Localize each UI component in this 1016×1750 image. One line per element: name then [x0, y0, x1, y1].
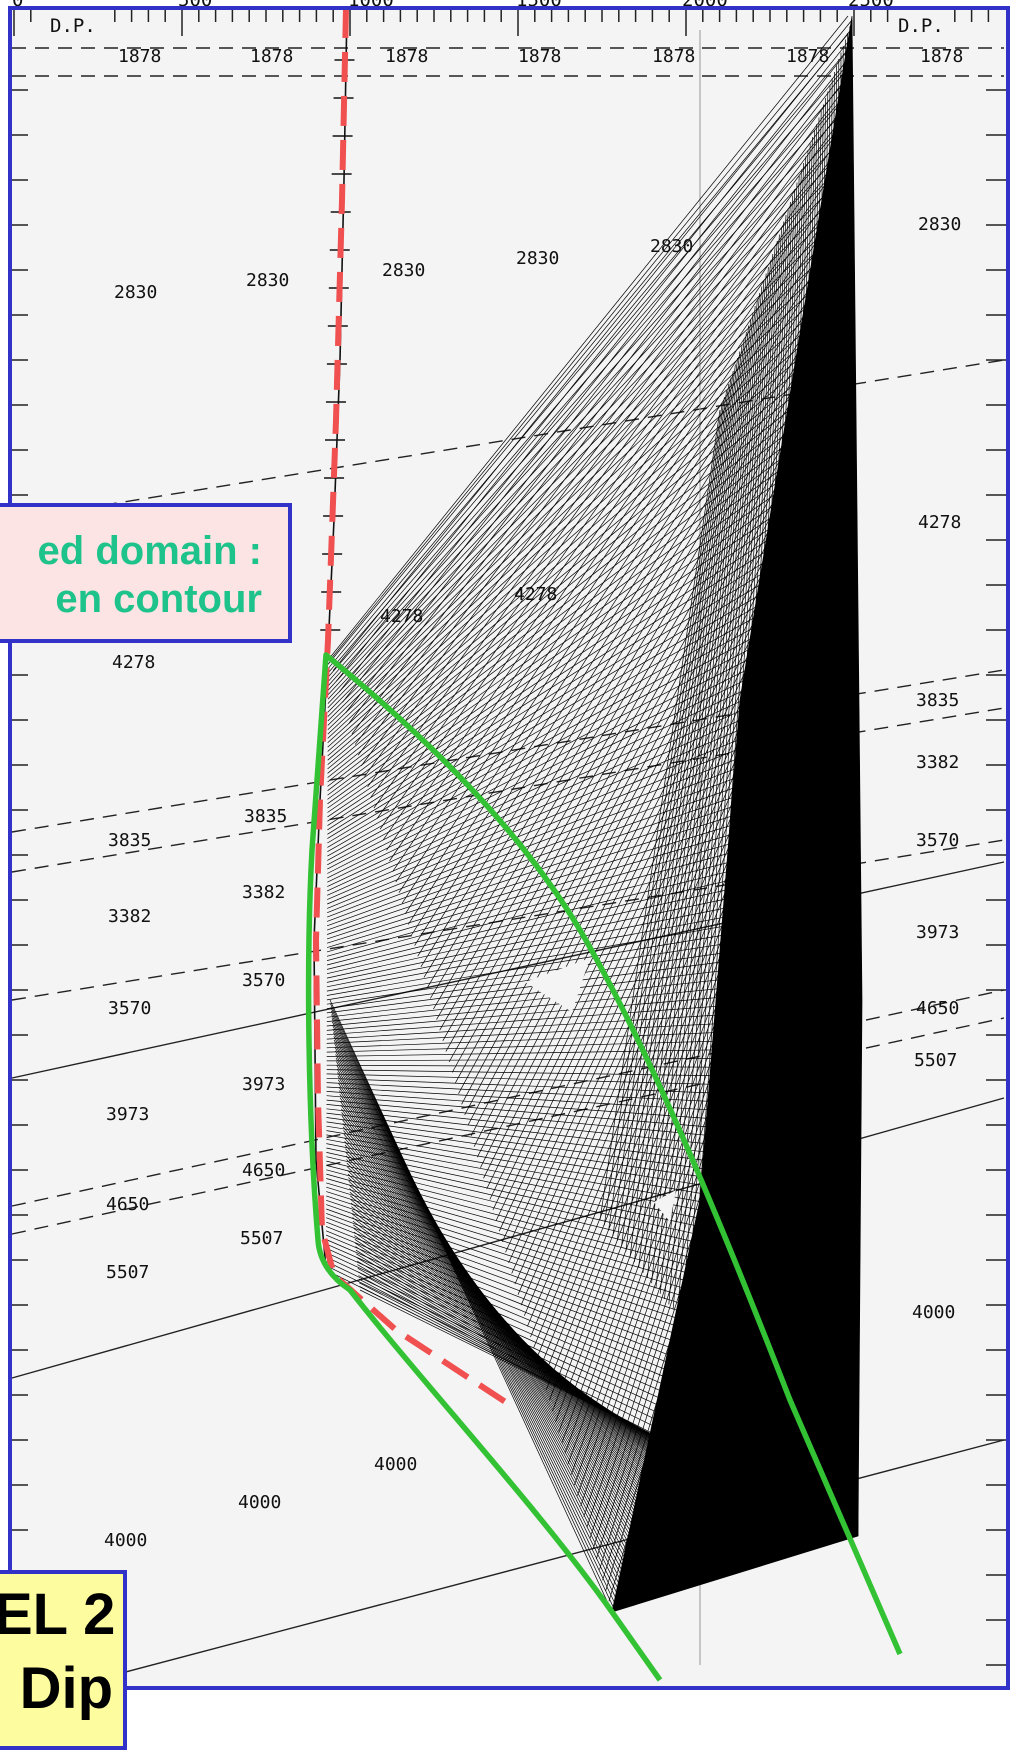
layer-value-label: 1878 [652, 46, 695, 67]
layer-value-label: 1878 [250, 46, 293, 67]
layer-value-label: 2830 [246, 270, 289, 291]
layer-value-label: 4000 [912, 1302, 955, 1323]
layer-value-label: 4000 [374, 1454, 417, 1475]
layer-value-label: 5507 [240, 1228, 283, 1249]
layer-value-label: 3570 [916, 830, 959, 851]
layer-value-label: 5507 [914, 1050, 957, 1071]
layer-value-label: 3835 [108, 830, 151, 851]
model-callout-line2: Dip [0, 1652, 123, 1726]
layer-value-label: 3570 [242, 970, 285, 991]
domain-callout-line1: ed domain : [0, 527, 288, 575]
model-title-callout: EL 2 Dip [0, 1570, 127, 1750]
layer-value-label: 3973 [106, 1104, 149, 1125]
layer-value-label: 2830 [918, 214, 961, 235]
illuminated-domain-callout: ed domain : en contour [0, 503, 292, 643]
layer-value-label: 4650 [916, 998, 959, 1019]
dp-left-label: D.P. [50, 15, 96, 37]
layer-value-label: 4278 [514, 584, 557, 605]
layer-value-label: 3973 [916, 922, 959, 943]
layer-value-label: 3835 [916, 690, 959, 711]
layer-value-label: 3382 [108, 906, 151, 927]
layer-value-label: 5507 [106, 1262, 149, 1283]
layer-value-label: 2830 [114, 282, 157, 303]
layer-value-label: 3382 [916, 752, 959, 773]
domain-callout-line2: en contour [0, 575, 288, 623]
layer-value-label: 4000 [238, 1492, 281, 1513]
layer-value-label: 4650 [106, 1194, 149, 1215]
dp-right-label: D.P. [898, 15, 944, 37]
layer-value-label: 3382 [242, 882, 285, 903]
layer-value-label: 3973 [242, 1074, 285, 1095]
layer-value-label: 4278 [112, 652, 155, 673]
layer-value-label: 4278 [380, 606, 423, 627]
layer-value-label: 3835 [244, 806, 287, 827]
layer-value-label: 4278 [918, 512, 961, 533]
layer-value-label: 2830 [516, 248, 559, 269]
model-callout-line1: EL 2 [0, 1578, 123, 1652]
layer-value-label: 4000 [104, 1530, 147, 1551]
layer-value-label: 4650 [242, 1160, 285, 1181]
layer-value-label: 2830 [382, 260, 425, 281]
layer-value-label: 2830 [650, 236, 693, 257]
layer-value-label: 1878 [385, 46, 428, 67]
layer-value-label: 1878 [118, 46, 161, 67]
layer-value-label: 3570 [108, 998, 151, 1019]
layer-value-label: 1878 [518, 46, 561, 67]
layer-value-label: 1878 [786, 46, 829, 67]
layer-value-label: 1878 [920, 46, 963, 67]
